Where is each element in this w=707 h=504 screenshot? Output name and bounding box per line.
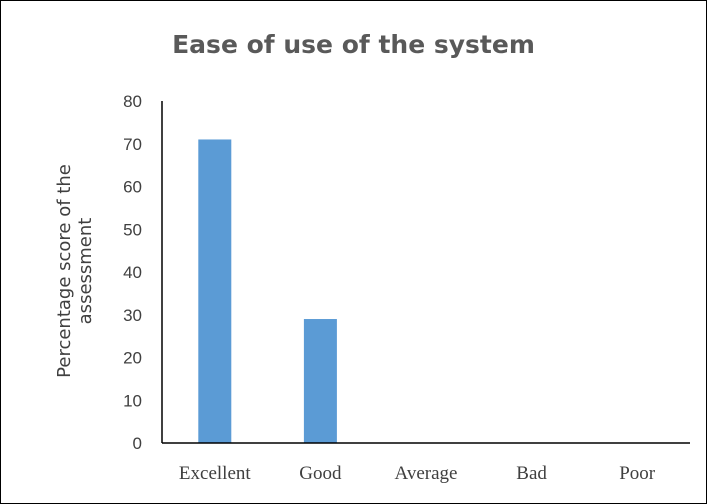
y-axis-label-line-2: assessment — [75, 218, 96, 325]
y-axis-label-line-1: Percentage score of the — [54, 164, 75, 378]
y-tick-label: 30 — [123, 306, 142, 325]
x-tick-label-bad: Bad — [516, 463, 547, 484]
x-tick-label-poor: Poor — [619, 463, 656, 484]
bar-excellent — [198, 139, 232, 443]
y-tick-label: 80 — [123, 92, 142, 111]
y-tick-label: 60 — [123, 178, 142, 197]
y-tick-label: 0 — [133, 434, 142, 453]
y-tick-label: 50 — [123, 220, 142, 239]
bar-good — [303, 319, 337, 443]
x-tick-label-excellent: Excellent — [179, 463, 251, 484]
y-tick-label: 70 — [123, 135, 142, 154]
y-tick-label: 10 — [123, 391, 142, 410]
y-axis-label: Percentage score of the assessment — [54, 164, 96, 378]
x-tick-label-average: Average — [395, 463, 458, 484]
x-tick-labels: Excellent Good Average Bad Poor — [179, 463, 656, 484]
y-tick-label: 40 — [123, 263, 142, 282]
chart-title: Ease of use of the system — [172, 30, 535, 59]
bars — [198, 139, 337, 443]
x-tick-label-good: Good — [299, 463, 342, 484]
y-tick-labels: 0 10 20 30 40 50 60 70 80 — [123, 92, 142, 453]
y-tick-label: 20 — [123, 349, 142, 368]
